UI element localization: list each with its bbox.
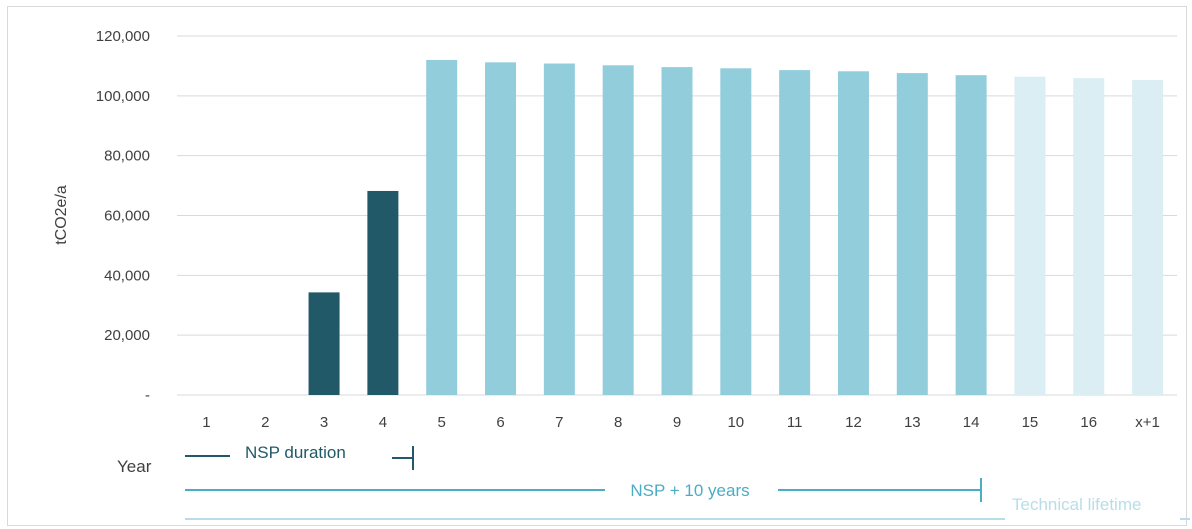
y-tick-label: - xyxy=(145,387,150,404)
x-tick-label: 4 xyxy=(379,414,387,431)
bar-8 xyxy=(602,65,634,396)
x-tick-label: 11 xyxy=(787,414,803,431)
y-tick-label: 100,000 xyxy=(96,88,150,105)
bar-5 xyxy=(426,59,458,395)
y-tick-label: 120,000 xyxy=(96,28,150,45)
y-tick-label: 40,000 xyxy=(104,267,150,284)
bars xyxy=(308,59,1164,396)
x-tick-label: 7 xyxy=(555,414,563,431)
bar-9 xyxy=(661,67,693,395)
y-axis-label: tCO2e/a xyxy=(53,185,70,245)
x-tick-label: 5 xyxy=(438,414,446,431)
y-tick-label: 80,000 xyxy=(104,148,150,165)
x-tick-label: 9 xyxy=(673,414,681,431)
y-tick-label: 60,000 xyxy=(104,208,150,225)
bar-13 xyxy=(896,73,928,395)
y-tick-label: 20,000 xyxy=(104,327,150,344)
x-tick-label: 8 xyxy=(614,414,622,431)
x-tick-label: 3 xyxy=(320,414,328,431)
nsp-duration-label: NSP duration xyxy=(245,443,346,462)
x-tick-label: 16 xyxy=(1080,414,1097,431)
bar-11 xyxy=(779,70,811,395)
x-tick-label: 1 xyxy=(202,414,210,431)
x-axis-ticks: 1 2 3 4 5 6 7 8 9 10 11 12 13 14 15 16 x+1 xyxy=(202,414,1160,431)
bar-16 xyxy=(1073,78,1105,396)
technical-lifetime-label: Technical lifetime xyxy=(1012,495,1141,514)
x-tick-label: 14 xyxy=(963,414,980,431)
x-tick-label: 15 xyxy=(1022,414,1039,431)
bar-14 xyxy=(955,75,987,396)
bar-x+1 xyxy=(1132,79,1164,395)
year-label: Year xyxy=(117,457,152,476)
chart-frame xyxy=(7,6,1187,526)
x-tick-label: 2 xyxy=(261,414,269,431)
x-tick-label: x+1 xyxy=(1135,414,1160,431)
x-tick-label: 12 xyxy=(845,414,862,431)
gridlines xyxy=(177,35,1177,396)
bar-15 xyxy=(1014,76,1046,395)
bar-10 xyxy=(720,68,752,395)
bar-3 xyxy=(308,292,340,395)
bar-12 xyxy=(837,71,869,395)
x-tick-label: 6 xyxy=(496,414,504,431)
bar-7 xyxy=(543,63,575,395)
bar-4 xyxy=(367,190,399,395)
x-tick-label: 10 xyxy=(727,414,744,431)
x-tick-label: 13 xyxy=(904,414,921,431)
nsp-plus-10-label: NSP + 10 years xyxy=(630,481,749,500)
bar-6 xyxy=(485,62,517,396)
y-axis-ticks: - 20,000 40,000 60,000 80,000 100,000 120,000 xyxy=(96,28,150,404)
